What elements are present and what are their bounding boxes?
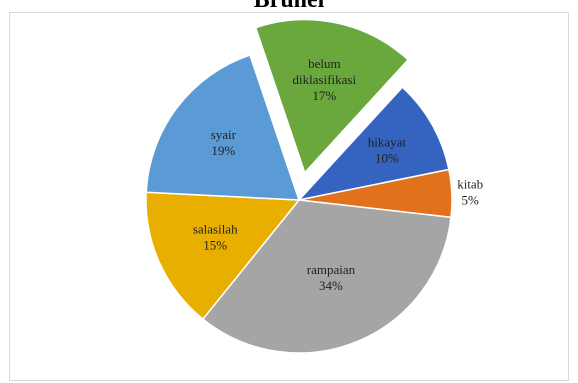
pie-slice-hikayat bbox=[296, 86, 450, 202]
pie-slice-salasilah bbox=[145, 191, 301, 321]
data-label-hikayat: hikayat 10% bbox=[368, 134, 407, 165]
pie-slice-syair bbox=[145, 54, 301, 201]
data-label-kitab: kitab 5% bbox=[457, 177, 483, 208]
pie-slice-belum-diklasifikasi bbox=[254, 18, 410, 175]
data-label-belum-diklasifikasi: belum diklasifikasi 17% bbox=[293, 56, 357, 103]
data-label-syair: syair 19% bbox=[211, 127, 237, 158]
data-label-rampaian: rampaian 34% bbox=[307, 262, 356, 293]
chart-title: Brunei bbox=[253, 0, 325, 13]
pie-slice-rampaian bbox=[201, 199, 452, 354]
data-label-salasilah: salasilah 15% bbox=[193, 221, 238, 252]
